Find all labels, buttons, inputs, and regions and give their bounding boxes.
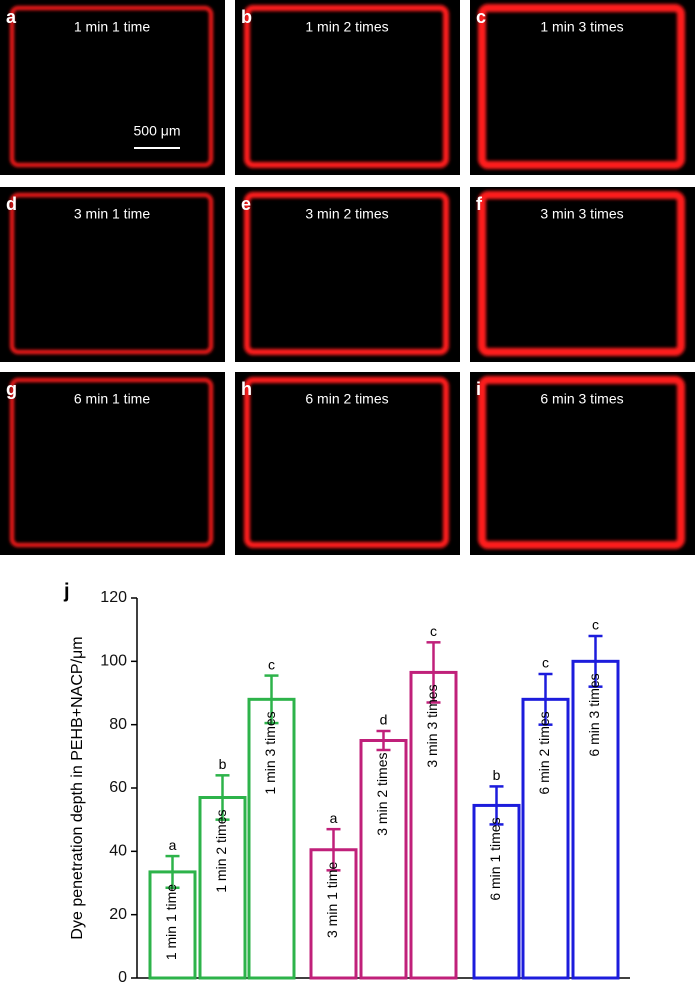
panel-letter: d: [6, 194, 17, 214]
bar-label: 1 min 3 times: [262, 711, 278, 794]
micrograph: [235, 0, 460, 175]
y-tick-label: 100: [100, 653, 127, 670]
micrograph: [470, 187, 695, 362]
bar: [148, 870, 197, 980]
micrograph: [235, 187, 460, 362]
micrograph: [235, 372, 460, 555]
bar-label: 3 min 1 time: [324, 862, 340, 938]
panel-letter: c: [476, 7, 486, 27]
dye-outline: [244, 5, 449, 168]
dye-outline: [10, 378, 213, 547]
y-tick-label: 120: [100, 589, 127, 606]
bar: [472, 803, 521, 980]
dye-outline: [244, 192, 449, 355]
bar: [359, 739, 408, 980]
panel-letter: j: [63, 580, 70, 602]
micrograph: [470, 372, 695, 555]
micrograph: [0, 372, 225, 555]
bar-label: 6 min 3 times: [586, 673, 602, 756]
y-tick-label: 20: [109, 906, 127, 923]
significance-letter: c: [430, 623, 437, 639]
panel-caption: 6 min 1 time: [74, 391, 150, 407]
panel-caption: 3 min 3 times: [540, 206, 623, 222]
bar-label: 3 min 2 times: [374, 753, 390, 836]
dye-outline: [478, 4, 685, 169]
panel-caption: 1 min 2 times: [305, 19, 388, 35]
dye-outline: [478, 191, 685, 356]
panel-caption: 1 min 3 times: [540, 19, 623, 35]
bar-label: 1 min 1 time: [163, 884, 179, 960]
panel-letter: h: [241, 379, 252, 399]
scale-bar-label: 500 μm: [134, 123, 181, 139]
panel-caption: 3 min 2 times: [305, 206, 388, 222]
panel-letter: i: [476, 379, 481, 399]
bar-label: 6 min 2 times: [536, 711, 552, 794]
panel-caption: 6 min 2 times: [305, 391, 388, 407]
significance-letter: a: [330, 810, 338, 826]
bar: [571, 659, 620, 980]
panel-letter: g: [6, 379, 17, 399]
significance-letter: d: [380, 712, 388, 728]
significance-letter: b: [219, 756, 227, 772]
dye-outline: [478, 376, 685, 549]
micrograph: [0, 0, 225, 175]
y-axis-label: Dye penetration depth in PEHB+NACP/μm: [69, 636, 86, 939]
panel-letter: a: [6, 7, 17, 27]
dye-outline: [10, 193, 213, 354]
y-tick-label: 80: [109, 716, 127, 733]
bar: [521, 697, 570, 980]
y-tick-label: 0: [118, 969, 127, 986]
dye-outline: [244, 377, 449, 548]
panel-caption: 6 min 3 times: [540, 391, 623, 407]
significance-letter: c: [268, 656, 275, 672]
panel-caption: 3 min 1 time: [74, 206, 150, 222]
bar-label: 3 min 3 times: [424, 684, 440, 767]
bar-label: 1 min 2 times: [213, 810, 229, 893]
micrograph: [470, 0, 695, 175]
significance-letter: b: [493, 767, 501, 783]
bar: [247, 697, 296, 980]
significance-letter: c: [592, 617, 599, 633]
panel-letter: b: [241, 7, 252, 27]
panel-letter: e: [241, 194, 251, 214]
micrograph: [0, 187, 225, 362]
bar-label: 6 min 1 times: [487, 817, 503, 900]
panel-letter: f: [476, 194, 483, 214]
y-tick-label: 40: [109, 843, 127, 860]
panel-caption: 1 min 1 time: [74, 19, 150, 35]
bar: [409, 670, 458, 980]
significance-letter: a: [169, 837, 177, 853]
significance-letter: c: [542, 655, 549, 671]
y-tick-label: 60: [109, 779, 127, 796]
dye-outline: [10, 6, 213, 167]
